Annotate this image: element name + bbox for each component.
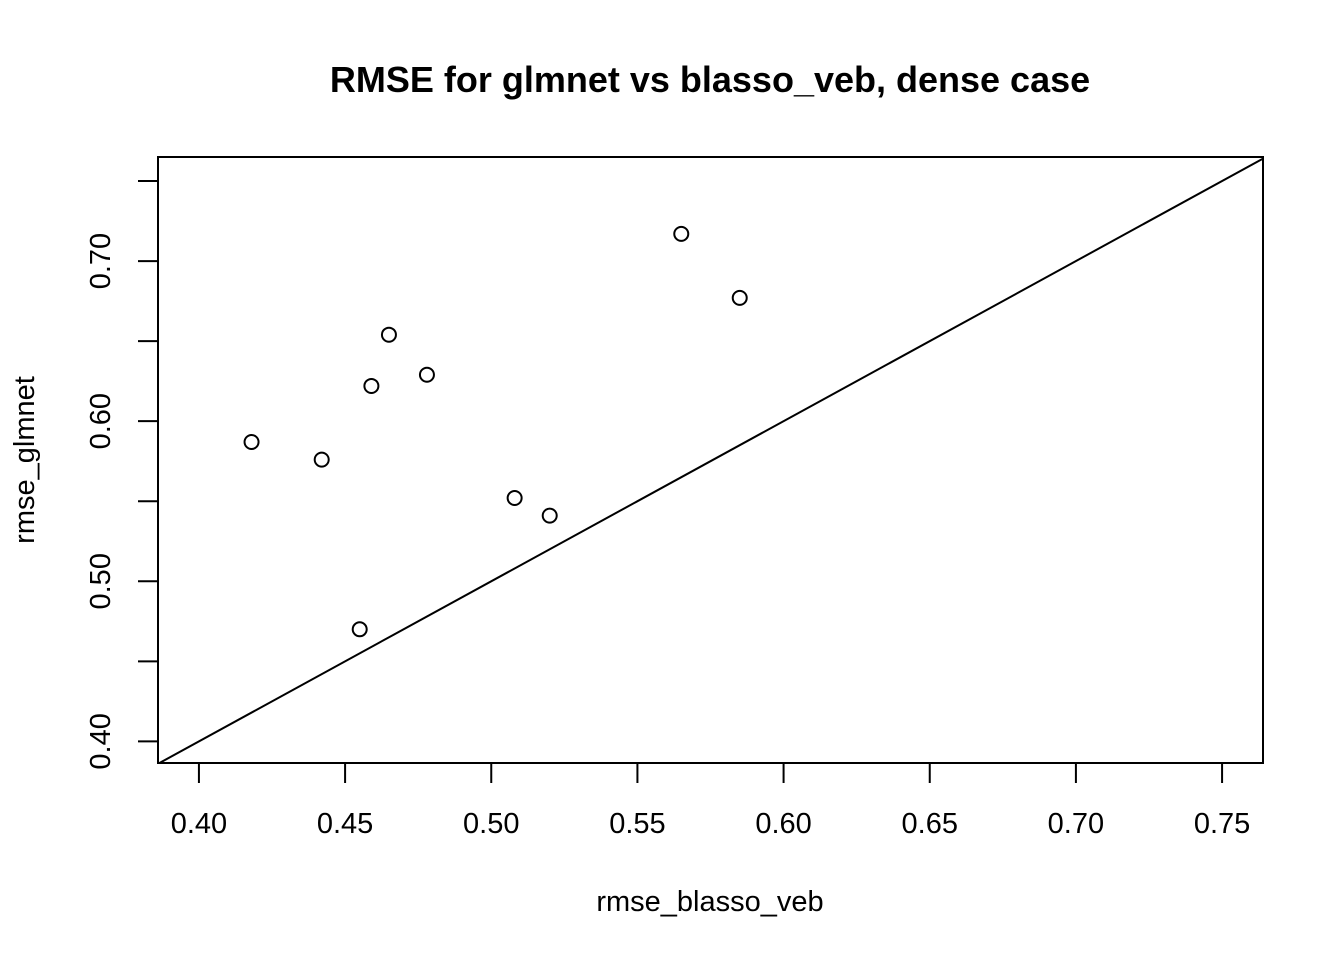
x-tick-label: 0.70 (1048, 808, 1104, 840)
y-axis: 0.40 0.50 0.60 0.70 (85, 180, 159, 770)
x-axis: 0.40 0.45 0.50 0.55 0.60 0.65 0.70 0.75 (171, 762, 1250, 840)
data-point (418, 366, 435, 383)
data-point (506, 490, 523, 507)
identity-reference-line (158, 157, 1264, 764)
data-point (673, 225, 690, 242)
y-tick-label: 0.40 (85, 713, 117, 769)
data-point (363, 377, 380, 394)
data-point (313, 451, 330, 468)
y-tick-label: 0.50 (85, 553, 117, 609)
x-tick-label: 0.75 (1194, 808, 1250, 840)
x-tick-label: 0.50 (463, 808, 519, 840)
x-tick-label: 0.45 (317, 808, 373, 840)
x-tick-label: 0.65 (902, 808, 958, 840)
y-axis-label: rmse_glmnet (9, 376, 41, 544)
data-point (351, 621, 368, 638)
y-tick-label: 0.70 (85, 233, 117, 289)
data-point (243, 433, 260, 450)
scatter-points (243, 225, 748, 638)
x-tick-label: 0.55 (609, 808, 665, 840)
y-tick-label: 0.60 (85, 393, 117, 449)
data-point (380, 326, 397, 343)
data-point (541, 507, 558, 524)
x-axis-label: rmse_blasso_veb (596, 886, 823, 918)
data-point (731, 289, 748, 306)
chart-title: RMSE for glmnet vs blasso_veb, dense cas… (330, 59, 1090, 100)
x-tick-label: 0.40 (171, 808, 227, 840)
x-tick-label: 0.60 (755, 808, 811, 840)
